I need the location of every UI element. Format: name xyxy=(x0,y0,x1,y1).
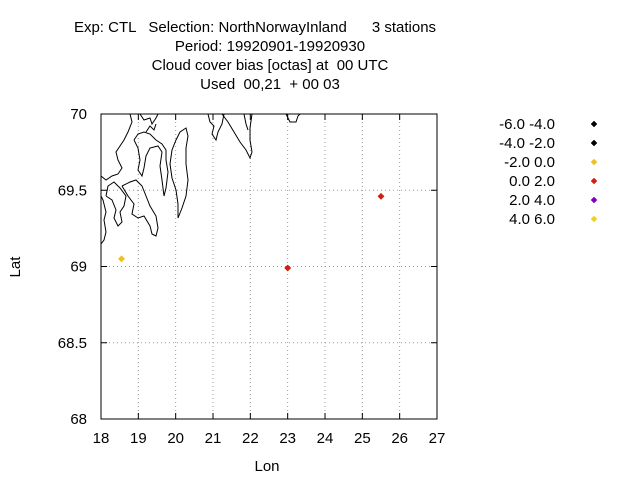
y-tick-label: 69 xyxy=(70,259,87,276)
x-tick-label: 18 xyxy=(93,430,110,447)
x-tick-label: 19 xyxy=(130,430,147,447)
legend-marker xyxy=(590,196,598,204)
coastline-segment xyxy=(145,123,157,133)
data-point xyxy=(117,255,126,263)
legend-marker xyxy=(590,139,598,147)
y-axis-label: Lat xyxy=(7,256,24,278)
x-tick-label: 24 xyxy=(317,430,334,447)
legend-label: -4.0 -2.0 xyxy=(499,135,555,152)
x-tick-label: 23 xyxy=(279,430,296,447)
coastline-segment xyxy=(105,181,127,227)
x-tick-label: 21 xyxy=(205,430,222,447)
legend-label: 0.0 2.0 xyxy=(509,173,555,190)
coastline-segment xyxy=(221,113,253,160)
legend-label: -2.0 0.0 xyxy=(504,154,555,171)
legend-marker xyxy=(590,177,598,185)
x-tick-label: 25 xyxy=(354,430,371,447)
coastline-map xyxy=(100,113,301,245)
x-axis-label: Lon xyxy=(254,458,279,475)
x-axis-ticks: 18 19 20 21 22 23 24 25 26 27 xyxy=(93,114,446,447)
y-tick-label: 68 xyxy=(70,411,87,428)
y-axis-ticks: 68 68.5 69 69.5 70 xyxy=(58,106,437,428)
data-points xyxy=(117,192,385,272)
x-tick-label: 27 xyxy=(429,430,446,447)
x-tick-label: 22 xyxy=(242,430,259,447)
chart-title-period: Period: 19920901-19920930 xyxy=(174,38,366,55)
chart-title-experiment: Exp: CTL Selection: NorthNorwayInland 3 … xyxy=(73,19,437,36)
legend-marker xyxy=(590,215,598,223)
legend-marker xyxy=(590,158,598,166)
y-tick-label: 68.5 xyxy=(58,335,87,352)
coastline-segment xyxy=(100,195,107,245)
chart-title-variable: Cloud cover bias [octas] at 00 UTC xyxy=(151,57,389,74)
x-tick-label: 20 xyxy=(167,430,184,447)
legend-marker xyxy=(590,120,598,128)
chart-title-used: Used 00,21 + 00 03 xyxy=(200,76,340,93)
coastline-segment xyxy=(207,113,225,142)
data-point xyxy=(377,192,385,200)
y-tick-label: 69.5 xyxy=(58,182,87,199)
coastline-segment xyxy=(133,131,169,197)
coastline-segment xyxy=(100,113,133,181)
x-tick-label: 26 xyxy=(391,430,408,447)
legend-label: 2.0 4.0 xyxy=(509,192,555,209)
coastline-segment xyxy=(243,113,249,131)
legend-label: -6.0 -4.0 xyxy=(499,116,555,133)
legend-label: 4.0 6.0 xyxy=(509,211,555,228)
coastline-segment xyxy=(169,127,189,219)
coastline-segment xyxy=(121,179,159,237)
legend: -6.0 -4.0 -4.0 -2.0 -2.0 0.0 0.0 2.0 2.0 4.0… xyxy=(499,116,598,228)
data-point xyxy=(284,264,292,272)
y-tick-label: 70 xyxy=(70,106,87,123)
grid-lines xyxy=(101,114,437,419)
coastline-segment xyxy=(139,113,159,126)
